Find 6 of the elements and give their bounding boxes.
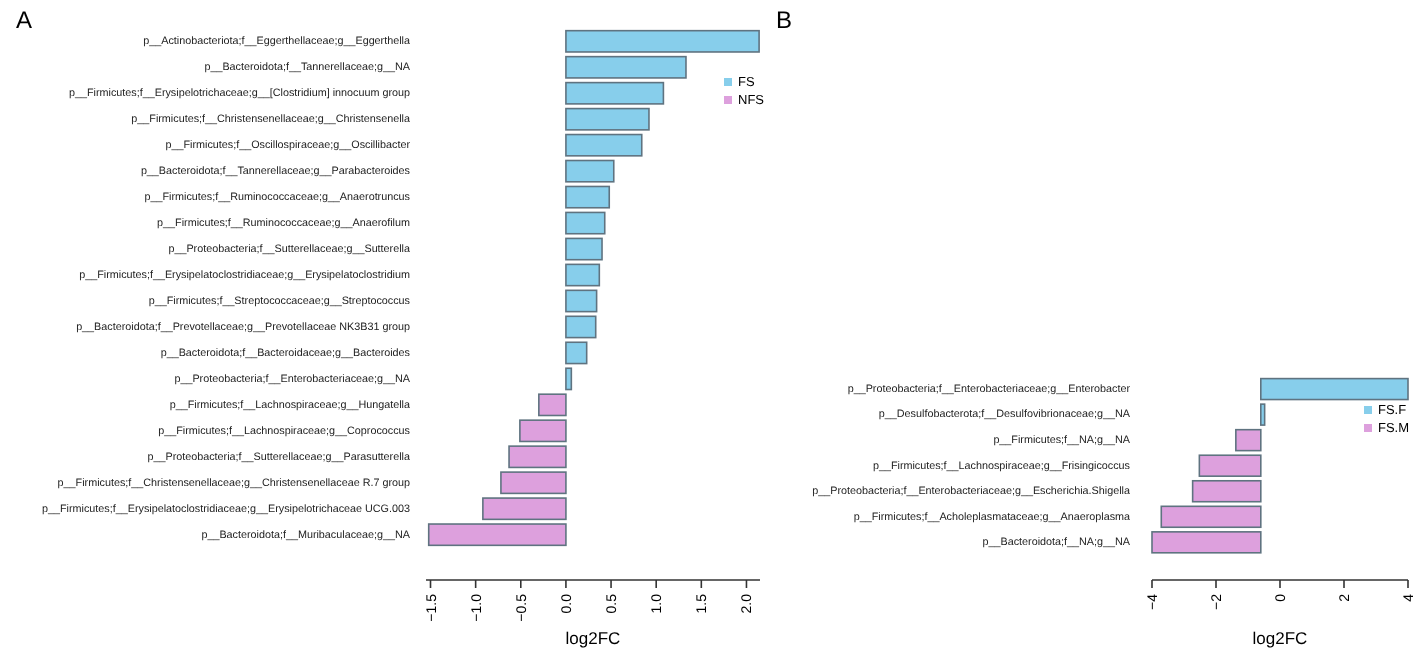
text: B [776, 6, 793, 34]
text: A [16, 6, 33, 34]
x-axis-title: log2FC [1252, 628, 1308, 648]
x-axis-title: log2FC [565, 628, 621, 648]
bar [565, 289, 598, 313]
bar [565, 263, 601, 287]
